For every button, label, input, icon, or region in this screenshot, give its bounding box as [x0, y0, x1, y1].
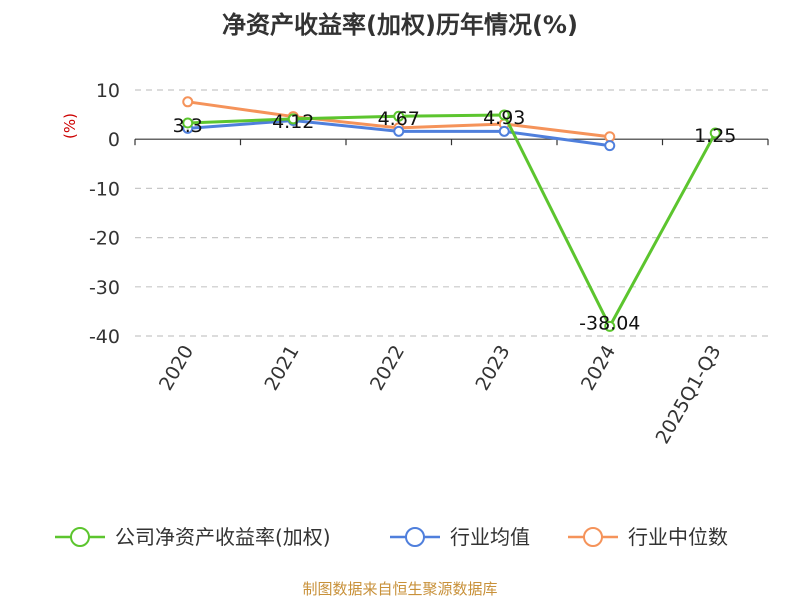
y-axis-unit: (%) — [61, 113, 79, 139]
legend-label: 行业中位数 — [628, 525, 728, 549]
data-point — [393, 110, 405, 122]
y-tick-label: -20 — [89, 228, 120, 250]
legend: 公司净资产收益率(加权) 行业均值 行业中位数 — [55, 525, 728, 549]
series — [182, 96, 721, 332]
legend-marker — [70, 527, 90, 547]
data-label: -38.04 — [579, 312, 640, 334]
legend-label: 公司净资产收益率(加权) — [115, 525, 331, 549]
data-label: 4.67 — [378, 108, 420, 130]
y-tick-label: -10 — [89, 178, 120, 200]
data-point — [709, 127, 721, 139]
series-line — [187, 113, 717, 328]
data-point — [393, 125, 405, 137]
legend-marker — [405, 527, 425, 547]
chart-title: 净资产收益率(加权)历年情况(%) — [222, 11, 578, 39]
data-point — [604, 320, 616, 332]
data-point — [498, 125, 510, 137]
y-tick-label: -40 — [89, 326, 120, 348]
data-labels: 3.3 4.12 4.67 4.93 -38.04 1.25 — [173, 107, 737, 334]
data-label: 1.25 — [694, 125, 736, 147]
y-tick-label: 0 — [108, 129, 120, 151]
source-note: 制图数据来自恒生聚源数据库 — [302, 580, 497, 598]
data-label: 3.3 — [173, 115, 203, 137]
legend-label: 行业均值 — [450, 525, 530, 549]
x-tick-label: 2020 — [155, 342, 198, 395]
x-tick-label: 2022 — [366, 342, 409, 395]
x-tick-label: 2021 — [260, 342, 303, 395]
y-tick-label: 10 — [96, 80, 120, 102]
data-point — [182, 96, 194, 108]
data-point — [604, 140, 616, 152]
y-tick-label: -30 — [89, 277, 120, 299]
data-label: 4.12 — [272, 111, 314, 133]
x-tick-label: 2025Q1-Q3 — [652, 342, 726, 448]
data-point — [604, 131, 616, 143]
x-tick-label: 2024 — [577, 342, 620, 395]
data-point — [287, 113, 299, 125]
data-point — [498, 109, 510, 121]
legend-marker — [583, 527, 603, 547]
data-label: 4.93 — [483, 107, 525, 129]
x-tick-label: 2023 — [471, 342, 514, 395]
data-point — [182, 117, 194, 129]
